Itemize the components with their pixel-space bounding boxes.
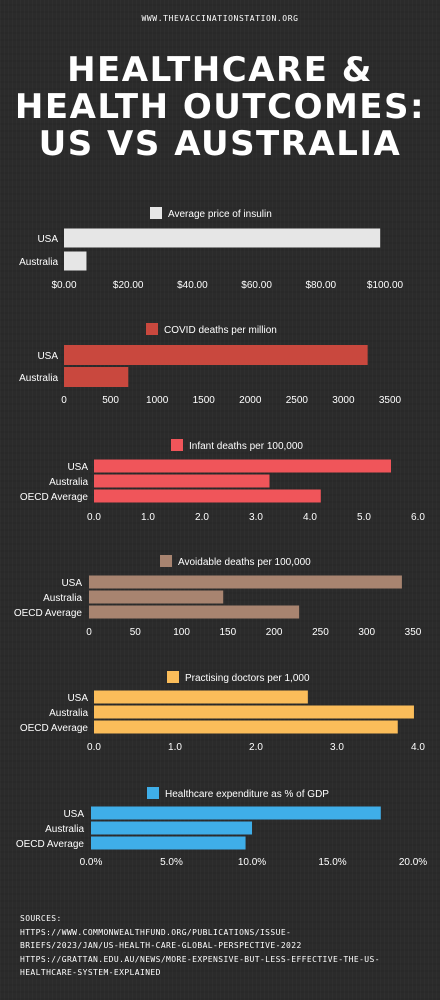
page-title: HEALTHCARE & HEALTH OUTCOMES: US VS AUST… xyxy=(0,52,440,163)
chart-5-bar-1 xyxy=(94,690,308,704)
sources-block: SOURCES: HTTPS://WWW.COMMONWEALTHFUND.OR… xyxy=(20,912,430,980)
chart-5-legend-label: Practising doctors per 1,000 xyxy=(185,673,310,684)
chart-2-category-label: Australia xyxy=(19,373,58,384)
chart-5-bar-3 xyxy=(94,720,398,734)
chart-2-tick-label: 0 xyxy=(61,395,67,406)
chart-2-bar-1 xyxy=(64,345,368,365)
chart-4-tick-label: 100 xyxy=(173,627,190,638)
chart-5-category-label: Australia xyxy=(49,708,88,719)
source-line-2: BRIEFS/2023/JAN/US-HEALTH-CARE-GLOBAL-PE… xyxy=(20,941,302,950)
chart-1-bar-1 xyxy=(64,228,381,248)
chart-6-category-label: Australia xyxy=(45,824,84,835)
chart-2-tick-label: 500 xyxy=(102,395,119,406)
chart-5-tick-label: 1.0 xyxy=(168,742,182,753)
chart-2-tick-label: 3500 xyxy=(379,395,402,406)
chart-1-tick-label: $40.00 xyxy=(177,280,208,291)
chart-3-legend-label: Infant deaths per 100,000 xyxy=(189,441,303,452)
chart-5-legend-swatch xyxy=(167,671,179,683)
chart-2-legend-label: COVID deaths per million xyxy=(164,325,277,336)
chart-6-bar-3 xyxy=(91,836,246,850)
charts-area: Average price of insulin USA Australia $0.0… xyxy=(14,207,427,868)
chart-4-legend-label: Avoidable deaths per 100,000 xyxy=(178,557,311,568)
chart-4-legend-swatch xyxy=(160,555,172,567)
chart-2-tick-label: 2000 xyxy=(239,395,262,406)
chart-3-tick-label: 1.0 xyxy=(141,512,155,523)
chart-1-legend-label: Average price of insulin xyxy=(168,209,272,220)
chart-1-tick-label: $100.00 xyxy=(367,280,404,291)
chart-4-bar-1 xyxy=(89,575,402,589)
chart-4-tick-label: 0 xyxy=(86,627,92,638)
chart-3-bar-3 xyxy=(94,489,321,503)
site-url: WWW.THEVACCINATIONSTATION.ORG xyxy=(141,14,299,23)
chart-2-bar-2 xyxy=(64,367,129,387)
chart-4-bar-2 xyxy=(89,590,224,604)
source-line-1: HTTPS://WWW.COMMONWEALTHFUND.ORG/PUBLICA… xyxy=(20,927,292,937)
title-line-3: US VS AUSTRALIA xyxy=(38,124,402,164)
sources-label: SOURCES: xyxy=(20,914,62,923)
chart-3-tick-label: 4.0 xyxy=(303,512,317,523)
chart-5-bar-2 xyxy=(94,705,414,719)
chart-6-tick-label: 5.0% xyxy=(160,857,183,868)
chart-4-category-label: USA xyxy=(61,578,82,589)
chart-3-category-label: OECD Average xyxy=(20,492,89,503)
chart-6-legend-swatch xyxy=(147,787,159,799)
chart-1-legend-swatch xyxy=(150,207,162,219)
chart-6-legend-label: Healthcare expenditure as % of GDP xyxy=(165,789,329,800)
title-line-1: HEALTHCARE & xyxy=(67,50,373,90)
chart-3-tick-label: 2.0 xyxy=(195,512,209,523)
chart-5-category-label: OECD Average xyxy=(20,723,89,734)
chart-3-tick-label: 5.0 xyxy=(357,512,371,523)
chart-3-bar-2 xyxy=(94,474,270,488)
chart-2-tick-label: 1000 xyxy=(146,395,169,406)
chart-1-tick-label: $20.00 xyxy=(113,280,144,291)
chart-4-tick-label: 300 xyxy=(358,627,375,638)
chart-1-tick-label: $80.00 xyxy=(306,280,337,291)
chart-3-legend-swatch xyxy=(171,439,183,451)
chart-4-bar-3 xyxy=(89,605,300,619)
chart-2-legend-swatch xyxy=(146,323,158,335)
chart-4-category-label: Australia xyxy=(43,593,82,604)
chart-5-tick-label: 4.0 xyxy=(411,742,425,753)
chart-2-tick-label: 2500 xyxy=(286,395,309,406)
chart-2-tick-label: 1500 xyxy=(193,395,216,406)
chart-4-tick-label: 350 xyxy=(405,627,422,638)
chart-3-tick-label: 6.0 xyxy=(411,512,425,523)
chart-5-tick-label: 0.0 xyxy=(87,742,101,753)
chart-6-category-label: OECD Average xyxy=(16,839,85,850)
chart-6-tick-label: 10.0% xyxy=(238,857,266,868)
chart-4-tick-label: 150 xyxy=(220,627,237,638)
chart-6-tick-label: 15.0% xyxy=(318,857,346,868)
chart-1-tick-label: $60.00 xyxy=(241,280,272,291)
chart-6-category-label: USA xyxy=(63,809,84,820)
chart-6-bar-1 xyxy=(91,806,381,820)
chart-3-bar-1 xyxy=(94,459,391,473)
chart-1-category-label: USA xyxy=(37,234,58,245)
chart-5-tick-label: 2.0 xyxy=(249,742,263,753)
chart-1-bar-2 xyxy=(64,251,87,271)
chart-3-tick-label: 3.0 xyxy=(249,512,263,523)
title-line-2: HEALTH OUTCOMES: xyxy=(14,87,426,127)
source-line-4: HEALTHCARE-SYSTEM-EXPLAINED xyxy=(20,968,161,977)
chart-4-tick-label: 250 xyxy=(312,627,329,638)
chart-2-tick-label: 3000 xyxy=(332,395,355,406)
chart-5-category-label: USA xyxy=(67,693,88,704)
chart-4-tick-label: 50 xyxy=(130,627,142,638)
chart-2-category-label: USA xyxy=(37,351,58,362)
chart-4-tick-label: 200 xyxy=(266,627,283,638)
chart-1-tick-label: $0.00 xyxy=(51,280,76,291)
chart-3-tick-label: 0.0 xyxy=(87,512,101,523)
chart-6-tick-label: 0.0% xyxy=(80,857,103,868)
source-line-3: HTTPS://GRATTAN.EDU.AU/NEWS/MORE-EXPENSI… xyxy=(20,954,380,964)
chart-3-category-label: Australia xyxy=(49,477,88,488)
chart-5-tick-label: 3.0 xyxy=(330,742,344,753)
chart-4-category-label: OECD Average xyxy=(14,608,83,619)
chart-1-category-label: Australia xyxy=(19,257,58,268)
chart-6-tick-label: 20.0% xyxy=(399,857,427,868)
chart-3-category-label: USA xyxy=(67,462,88,473)
chart-6-bar-2 xyxy=(91,821,252,835)
